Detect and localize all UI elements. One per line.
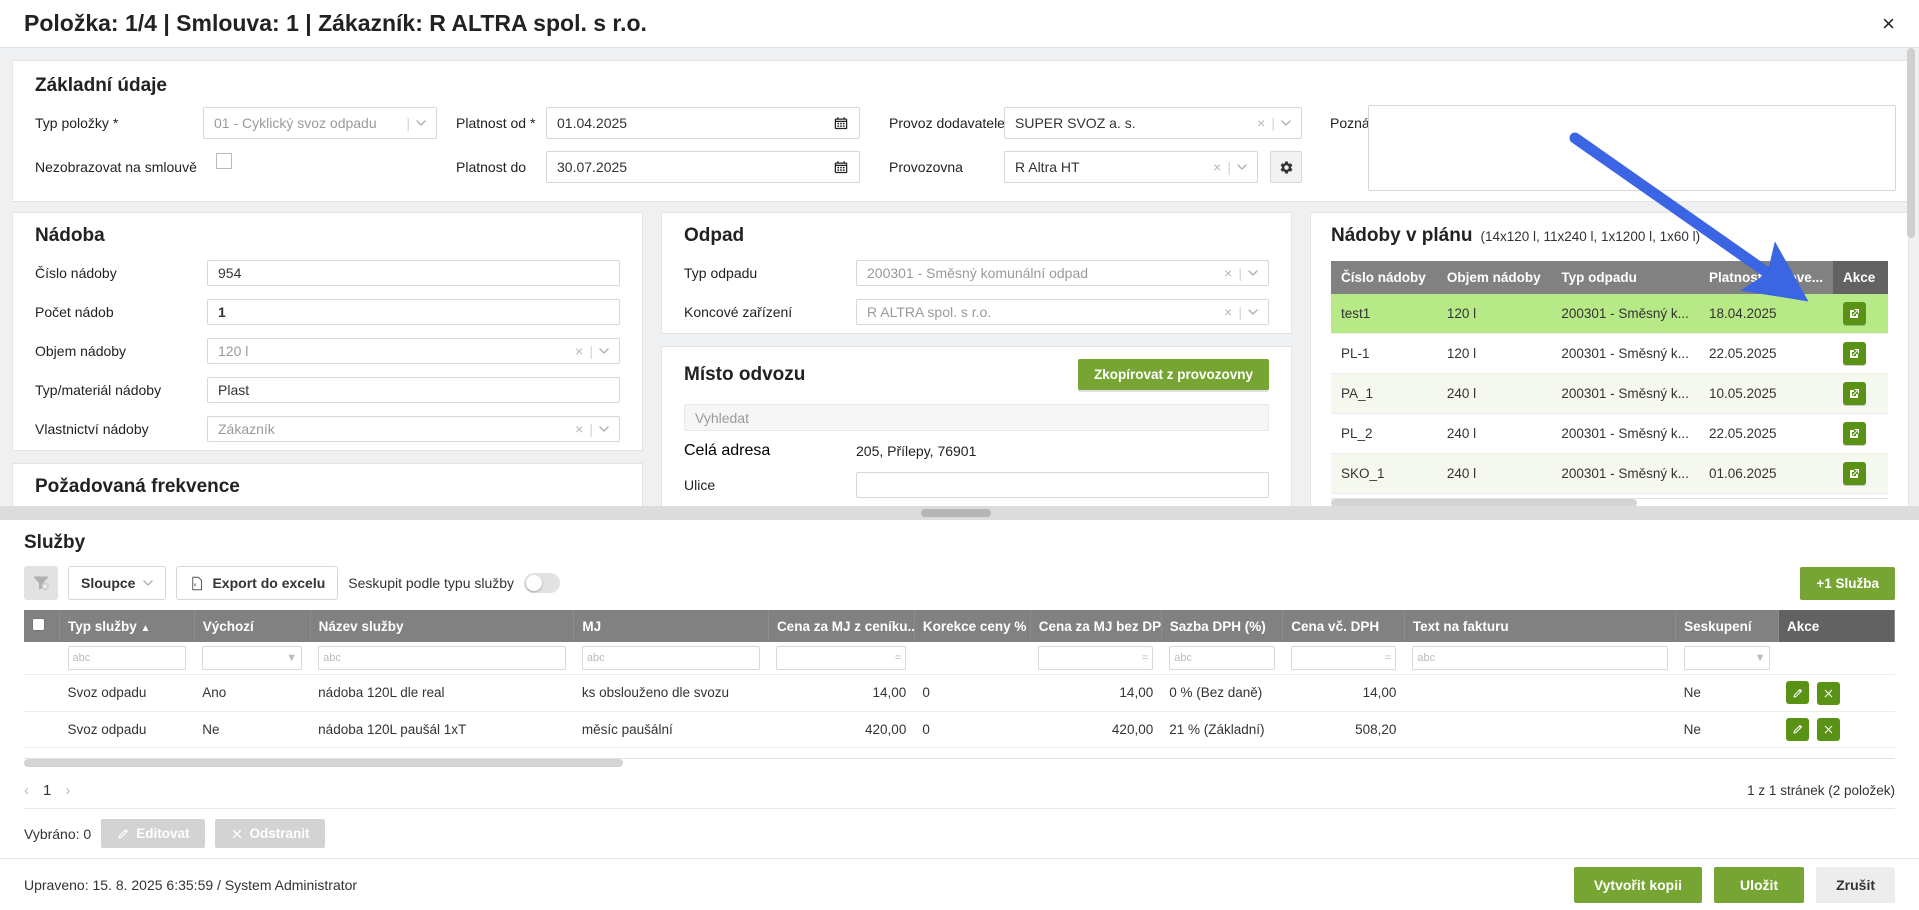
svg-text:x: x xyxy=(194,582,197,587)
